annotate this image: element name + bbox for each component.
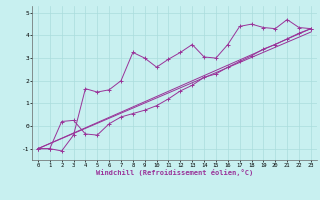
X-axis label: Windchill (Refroidissement éolien,°C): Windchill (Refroidissement éolien,°C) bbox=[96, 169, 253, 176]
